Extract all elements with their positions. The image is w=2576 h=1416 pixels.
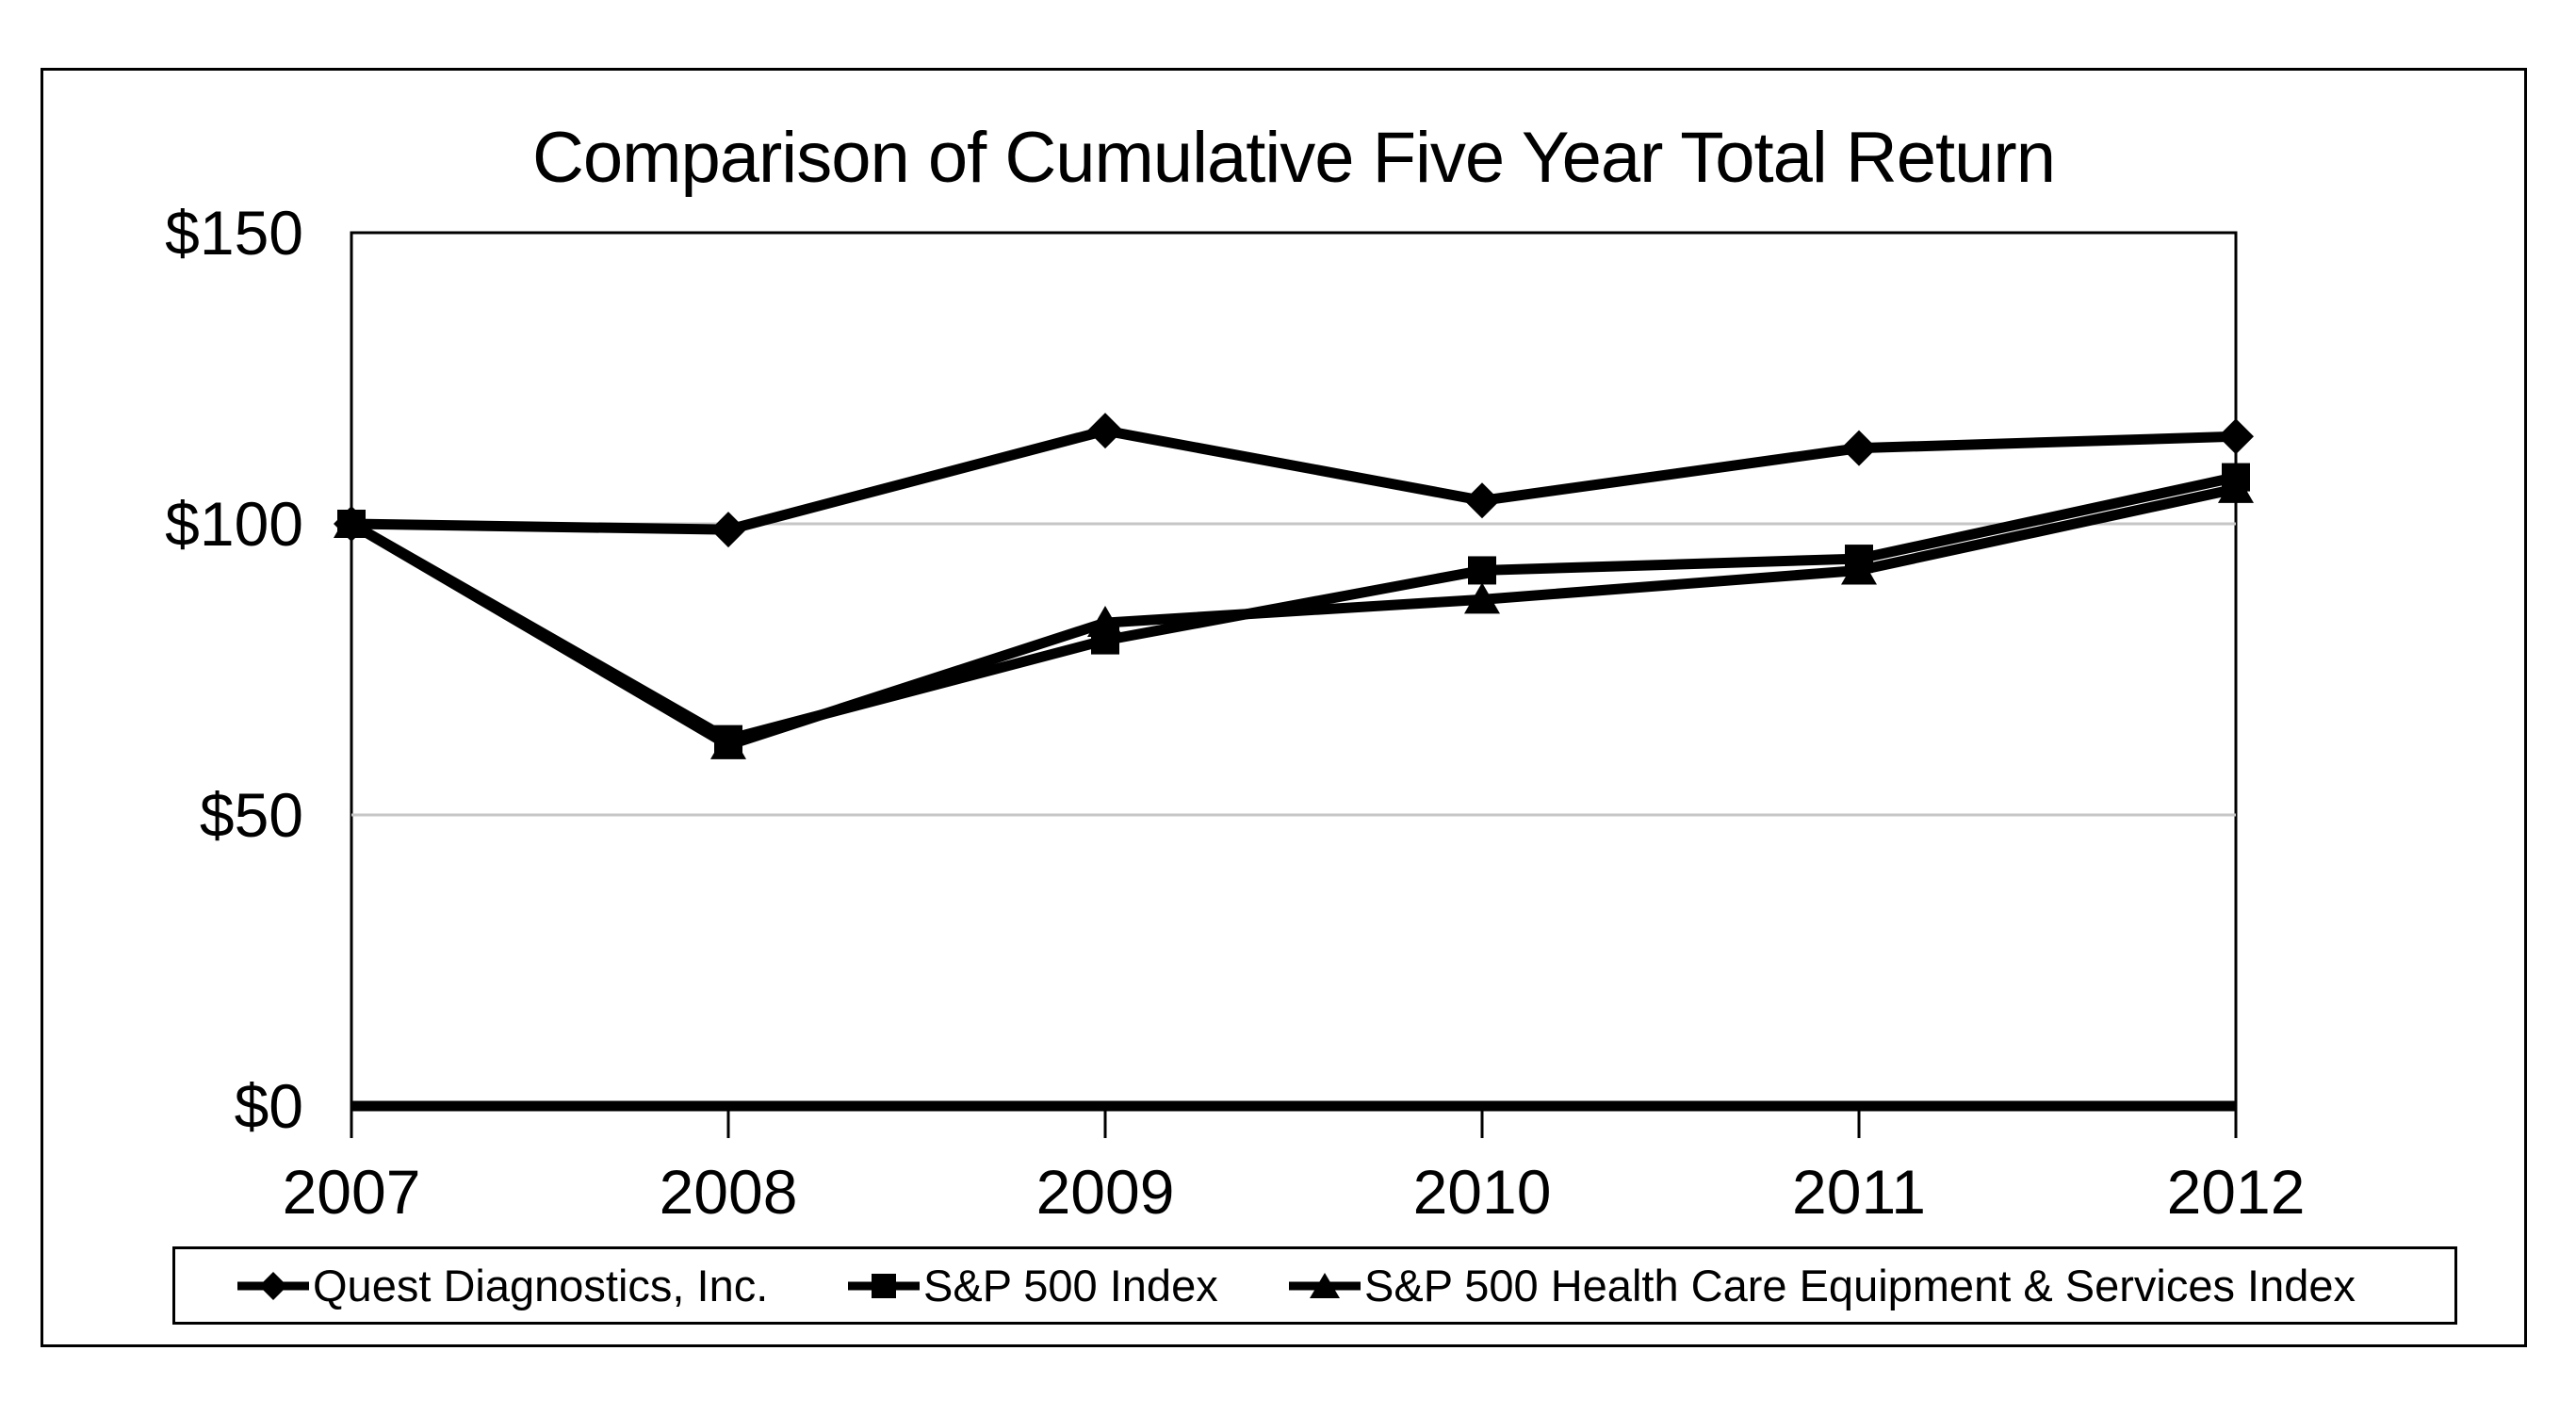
square-data-marker	[2222, 463, 2250, 492]
y-axis-tick-label: $50	[199, 780, 303, 850]
x-axis-tick-label: 2009	[1035, 1157, 1175, 1227]
square-data-marker	[714, 724, 742, 754]
legend-item-quest-diagnostics: Quest Diagnostics, Inc.	[236, 1249, 768, 1322]
x-axis-tick-label: 2008	[659, 1157, 798, 1227]
legend-label: S&P 500 Health Care Equipment & Services…	[1364, 1261, 2356, 1310]
square-data-marker	[1091, 626, 1119, 655]
legend: Quest Diagnostics, Inc. S&P 500 Index S&…	[172, 1246, 2457, 1325]
diamond-data-marker	[1841, 430, 1877, 466]
series-line-1	[349, 472, 2238, 745]
square-data-marker	[1468, 556, 1496, 585]
diamond-marker-icon	[237, 1271, 309, 1300]
chart-outer-border	[41, 68, 2527, 1347]
legend-label: S&P 500 Index	[923, 1261, 1218, 1310]
x-axis-tick-label: 2007	[282, 1157, 421, 1227]
y-axis-tick-label: $0	[234, 1071, 303, 1141]
plot-frame	[350, 231, 2238, 1108]
x-axis-tick-label: 2011	[1792, 1157, 1926, 1227]
legend-item-sp500: S&P 500 Index	[846, 1249, 1218, 1322]
diamond-data-marker	[1464, 482, 1500, 519]
diamond-glyph	[259, 1271, 287, 1300]
diamond-data-marker	[1087, 413, 1123, 449]
square-marker-icon	[848, 1273, 920, 1298]
y-axis-tick-label: $100	[165, 489, 303, 559]
square-data-marker	[1845, 545, 1873, 574]
chart-title: Comparison of Cumulative Five Year Total…	[532, 118, 2056, 198]
x-axis-tick-label: 2010	[1412, 1157, 1552, 1227]
legend-label: Quest Diagnostics, Inc.	[313, 1261, 769, 1310]
triangle-glyph	[1310, 1272, 1340, 1298]
diamond-data-marker	[710, 512, 746, 548]
x-axis-tick-label: 2012	[2166, 1157, 2306, 1227]
series-line-0	[351, 425, 2237, 535]
legend-item-sp500-healthcare: S&P 500 Health Care Equipment & Services…	[1287, 1249, 2356, 1322]
diamond-data-marker	[2218, 418, 2254, 455]
triangle-marker-icon	[1289, 1272, 1361, 1298]
square-data-marker	[337, 510, 366, 538]
square-glyph	[872, 1273, 896, 1298]
y-axis-tick-label: $150	[165, 198, 303, 268]
triangle-data-marker	[1464, 582, 1500, 614]
